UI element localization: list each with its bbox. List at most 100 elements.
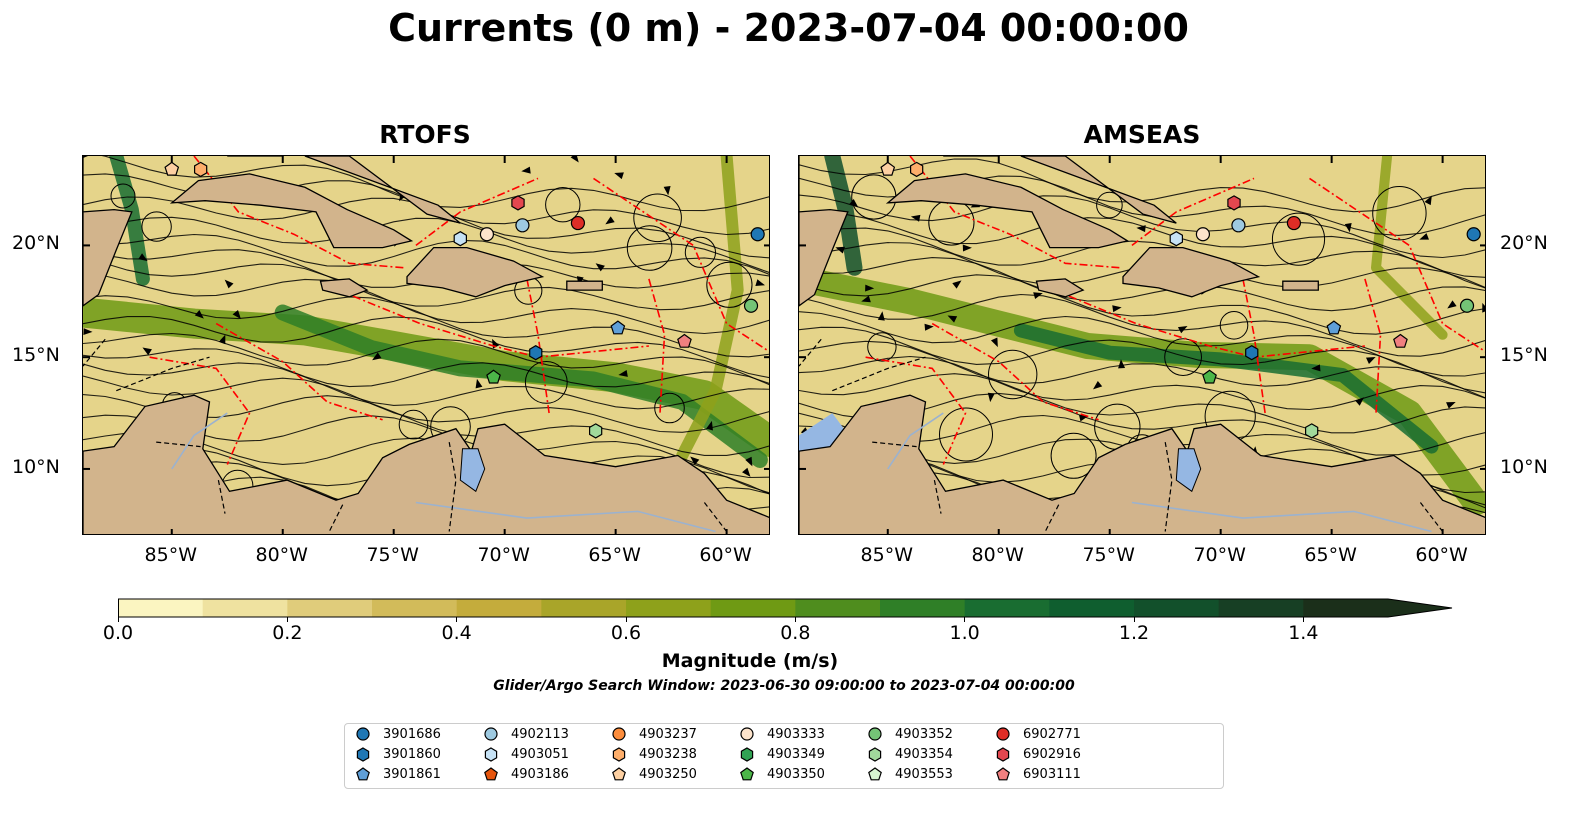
legend-marker-hexagon xyxy=(356,747,370,762)
flow-arrowhead xyxy=(218,334,226,345)
colorbar-segment xyxy=(202,599,288,617)
flow-arrowhead xyxy=(232,309,241,320)
legend-item: 4903238 xyxy=(611,746,697,762)
country-border xyxy=(83,338,106,367)
colorbar-tick-label: 0.4 xyxy=(441,622,472,644)
land-jamaica xyxy=(319,278,369,298)
legend-item: 4903250 xyxy=(611,766,697,782)
legend-label: 4903350 xyxy=(767,766,825,782)
lat-tick-label: 20°N xyxy=(1500,232,1548,255)
legend-item: 4903333 xyxy=(739,726,825,742)
platform-marker-4903051[interactable] xyxy=(453,231,467,247)
colorbar-tick xyxy=(964,617,966,622)
platform-marker-4903333[interactable] xyxy=(479,227,495,242)
platform-marker-6903111[interactable] xyxy=(1393,333,1408,348)
eddy-streamline xyxy=(110,183,136,209)
eddy-streamline xyxy=(939,407,993,462)
eez-boundary xyxy=(1364,278,1382,414)
legend-marker-hexagon xyxy=(740,747,754,762)
platform-marker-4903051[interactable] xyxy=(1169,231,1183,247)
flow-arrowhead xyxy=(570,156,579,163)
legend-item: 4903354 xyxy=(867,746,953,762)
legend-marker-hexagon xyxy=(484,747,498,762)
colorbar-segment xyxy=(1049,599,1135,617)
colorbar-tick-label: 0.8 xyxy=(780,622,811,644)
flow-arrowhead xyxy=(877,311,885,321)
flow-arrowhead xyxy=(663,186,671,196)
river xyxy=(415,501,716,533)
platform-marker-4903352[interactable] xyxy=(1459,298,1475,313)
colorbar-segment xyxy=(372,599,458,617)
platform-marker-4903350[interactable] xyxy=(1202,369,1217,384)
platform-marker-3901861[interactable] xyxy=(1326,320,1342,335)
platform-marker-6902771[interactable] xyxy=(1286,215,1302,231)
platform-marker-4903333[interactable] xyxy=(1195,227,1211,242)
flow-arrowhead xyxy=(224,279,234,289)
legend-marker-pentagon xyxy=(356,767,370,781)
platform-marker-6902916[interactable] xyxy=(511,195,525,211)
flow-arrowhead xyxy=(605,216,615,225)
platform-marker-6902771[interactable] xyxy=(570,215,586,231)
streamline xyxy=(799,274,1485,335)
platform-marker-3901686[interactable] xyxy=(750,227,765,242)
streamline xyxy=(799,194,1485,259)
flow-arrowhead xyxy=(706,420,713,431)
legend-marker-circle xyxy=(484,727,498,741)
platform-marker-4903352[interactable] xyxy=(743,298,759,313)
flow-arrowhead xyxy=(475,378,483,389)
platform-marker-3901861[interactable] xyxy=(610,320,626,335)
platform-marker-4903354[interactable] xyxy=(1305,423,1319,439)
flow-arrowhead xyxy=(865,284,875,292)
colorbar-tick xyxy=(286,617,288,622)
platform-marker-6902916[interactable] xyxy=(1227,195,1241,211)
platform-marker-4903350[interactable] xyxy=(486,369,501,384)
eez-boundary xyxy=(1309,177,1485,353)
colorbar-tick xyxy=(794,617,796,622)
colorbar-segment xyxy=(1303,599,1389,617)
map-rtofs-canvas xyxy=(83,156,769,534)
country-border xyxy=(933,479,942,514)
lat-tick-label: 10°N xyxy=(1500,455,1548,478)
colorbar-tick-label: 1.2 xyxy=(1118,622,1150,644)
flow-arrowhead xyxy=(755,279,765,286)
land-yucatan xyxy=(799,156,849,307)
platform-marker-4903238[interactable] xyxy=(909,161,924,178)
colorbar-tick-label: 0.2 xyxy=(272,622,303,644)
eez-boundary xyxy=(149,356,251,465)
map-amseas[interactable] xyxy=(798,155,1486,535)
colorbar-label: Magnitude (m/s) xyxy=(661,650,839,672)
legend-marker-circle xyxy=(356,727,370,741)
flow-arrowhead xyxy=(861,295,871,303)
colorbar-tick xyxy=(1302,617,1304,622)
current-band xyxy=(824,156,863,276)
eez-boundary xyxy=(865,356,967,465)
eez-boundary xyxy=(1131,177,1255,247)
figure-title: Currents (0 m) - 2023-07-04 00:00:00 xyxy=(388,6,1189,50)
current-band xyxy=(1371,156,1448,340)
platform-marker-4903354[interactable] xyxy=(589,423,603,439)
flow-arrowhead xyxy=(1355,397,1365,406)
legend-item: 4903186 xyxy=(483,766,569,782)
platform-marker-3901686[interactable] xyxy=(1466,227,1481,242)
country-border xyxy=(703,502,728,532)
platform-marker-4903250[interactable] xyxy=(164,161,180,176)
platform-marker-6903111[interactable] xyxy=(677,333,692,348)
flow-arrowhead xyxy=(962,244,972,252)
legend-marker-circle xyxy=(740,727,754,741)
platform-marker-4902113[interactable] xyxy=(1231,218,1246,233)
platform-marker-4902113[interactable] xyxy=(515,218,530,233)
platform-marker-3901860[interactable] xyxy=(1245,345,1259,361)
flow-arrowhead xyxy=(742,467,751,477)
flow-arrowhead xyxy=(924,323,934,331)
platform-marker-4903250[interactable] xyxy=(880,161,896,176)
legend-label: 4903352 xyxy=(895,726,953,742)
streamline xyxy=(799,340,1485,399)
eddy-streamline xyxy=(524,361,568,404)
colorbar-tick-label: 1.0 xyxy=(949,622,980,644)
lon-tick-label: 60°W xyxy=(699,544,752,566)
map-rtofs[interactable] xyxy=(82,155,770,535)
platform-marker-4903238[interactable] xyxy=(193,161,208,178)
platform-marker-3901860[interactable] xyxy=(529,345,543,361)
flow-arrowhead xyxy=(595,263,605,272)
streamline xyxy=(83,315,769,379)
